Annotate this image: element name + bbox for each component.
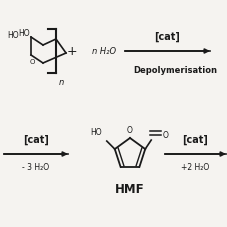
Text: Depolymerisation: Depolymerisation (133, 66, 217, 75)
Text: n H₂O: n H₂O (92, 47, 116, 56)
Text: O: O (29, 59, 35, 65)
Text: n: n (59, 78, 64, 87)
Text: HO: HO (90, 128, 101, 136)
Text: [cat]: [cat] (182, 134, 207, 144)
Text: +2 H₂O: +2 H₂O (181, 162, 209, 171)
Text: - 3 H₂O: - 3 H₂O (22, 162, 49, 171)
Text: HO: HO (18, 29, 30, 38)
Text: O: O (126, 126, 132, 134)
Text: [cat]: [cat] (154, 32, 180, 42)
Text: HMF: HMF (115, 182, 144, 195)
Text: HO: HO (7, 31, 19, 40)
Text: +: + (66, 45, 77, 58)
Text: O: O (161, 131, 167, 139)
Text: [cat]: [cat] (23, 134, 49, 144)
